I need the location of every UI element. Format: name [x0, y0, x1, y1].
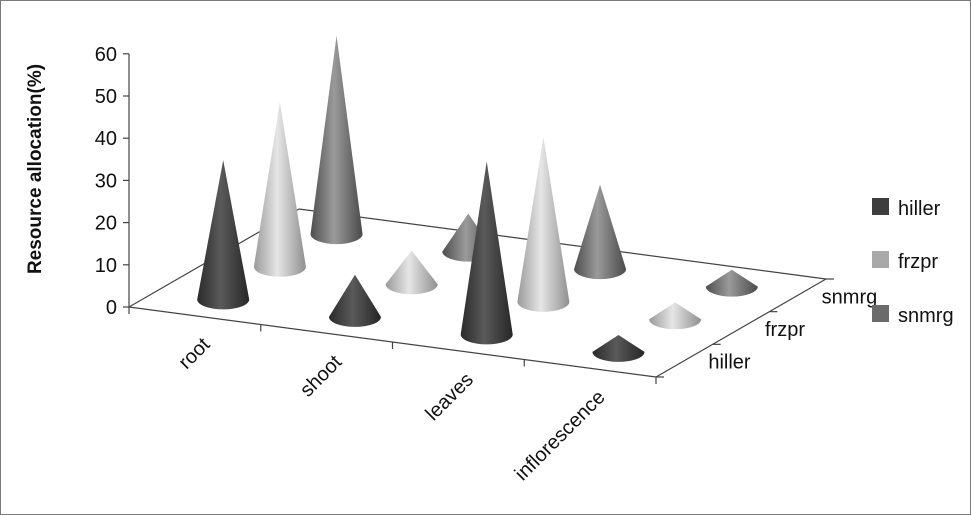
cone-frzpr: [649, 302, 702, 330]
cone-hiller: [328, 274, 381, 327]
cones-layer: [197, 35, 758, 362]
x-tick-label: root: [174, 333, 214, 373]
floor-back-edge: [298, 208, 827, 280]
y-axis-label: Resource allocation(%): [25, 64, 46, 274]
depth-tick-label: hiller: [708, 352, 751, 374]
cone-frzpr: [385, 250, 438, 295]
cone-snmrg: [310, 35, 363, 245]
y-tick-label: 10: [95, 255, 117, 277]
cone-frzpr: [517, 137, 570, 312]
x-tick-label: leaves: [421, 369, 477, 425]
cone-hiller: [197, 160, 250, 310]
legend-swatch-hiller: [872, 198, 889, 215]
cone-snmrg: [705, 269, 758, 297]
legend-swatch-snmrg: [872, 305, 889, 322]
depth-axis-line: [655, 278, 827, 378]
cone-hiller: [460, 161, 513, 345]
y-tick-label: 40: [95, 128, 117, 150]
cone-frzpr: [253, 102, 306, 277]
x-tick-label: shoot: [296, 351, 346, 401]
y-tick-label: 60: [95, 44, 117, 66]
legend-label-frzpr: frzpr: [898, 251, 938, 273]
depth-tick-label: snmrg: [822, 286, 878, 308]
legend-label-hiller: hiller: [898, 198, 941, 220]
cone-hiller: [592, 335, 645, 362]
cone-snmrg: [574, 184, 627, 280]
y-tick-label: 0: [106, 297, 117, 319]
legend-swatch-frzpr: [872, 251, 889, 268]
legend-label-snmrg: snmrg: [898, 305, 954, 327]
x-tick-label: inflorescence: [511, 386, 610, 485]
y-tick-label: 50: [95, 86, 117, 108]
depth-tick-label: frzpr: [765, 319, 805, 341]
legend: hiller frzpr snmrg: [872, 198, 954, 327]
y-tick-label: 30: [95, 170, 117, 192]
y-tick-label: 20: [95, 213, 117, 235]
